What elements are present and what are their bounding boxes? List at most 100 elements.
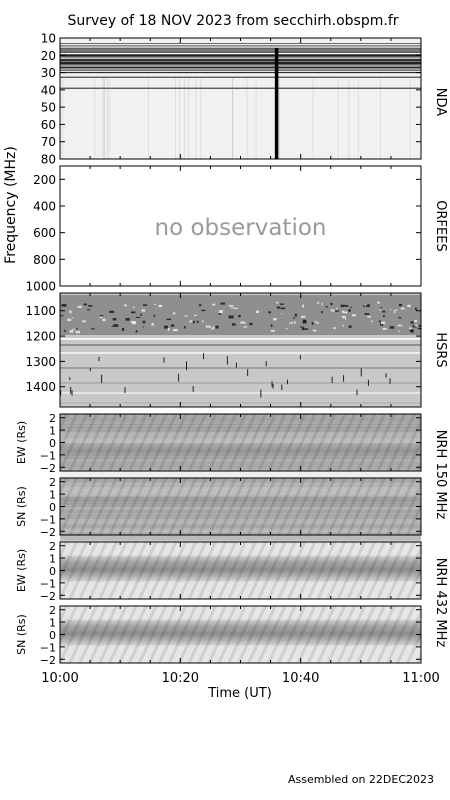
right-labels: NDA ORFEES HSRS NRH 150 MHz NRH 432 MHz	[433, 88, 448, 648]
hsrs-speckle	[414, 324, 419, 327]
hsrs-speckle	[135, 330, 138, 333]
panel-nda-0: 10 20 30 40 50 60 70 80	[41, 32, 422, 167]
hsrs-speckle	[342, 324, 344, 327]
hsrs-speckle	[378, 320, 382, 323]
hsrs-speckle	[321, 310, 323, 314]
hsrs-speckle	[268, 311, 272, 314]
hsrs-speckle	[314, 321, 318, 323]
nrh-texture	[60, 532, 421, 543]
hsrs-speckle	[164, 325, 168, 329]
hsrs-speckle	[303, 328, 309, 330]
hsrs-speckle	[415, 307, 418, 310]
right-label: ORFEES	[433, 200, 448, 251]
y-tick-label: −2	[40, 654, 56, 667]
hsrs-speckle	[109, 310, 115, 313]
hsrs-speckle	[189, 320, 193, 323]
y-tick-label: 1300	[25, 355, 56, 369]
y-tick-label: 2	[49, 604, 56, 617]
y-axis-label: Frequency (MHz)	[3, 146, 19, 264]
panel-orfees-1: no observation 200 400 600 800 1000	[25, 165, 422, 294]
hsrs-speckle	[196, 320, 199, 323]
hsrs-speckle	[380, 307, 382, 309]
hsrs-speckle	[256, 310, 259, 314]
hsrs-speckle	[285, 328, 288, 330]
panel-sn-rs--6: 210−1−2 SN (Rs)	[15, 604, 422, 667]
hsrs-speckle	[233, 307, 238, 309]
hsrs-speckle	[410, 329, 414, 333]
hsrs-speckle	[123, 304, 128, 307]
right-label: NDA	[433, 88, 448, 117]
y-tick-label: 1	[49, 489, 56, 502]
hsrs-speckle	[133, 306, 135, 309]
hsrs-speckle	[218, 310, 223, 314]
hsrs-speckle	[398, 330, 400, 333]
y-tick-label: 2	[49, 412, 56, 425]
nrh-stripes	[60, 606, 421, 663]
hsrs-speckle	[382, 310, 386, 313]
hsrs-speckle	[72, 328, 74, 331]
nrh-axis-label: SN (Rs)	[15, 614, 28, 655]
hsrs-speckle	[172, 312, 176, 315]
hsrs-speckle	[364, 313, 370, 315]
hsrs-speckle	[102, 318, 106, 322]
hsrs-speckle	[294, 313, 297, 317]
hsrs-speckle	[342, 311, 348, 314]
x-axis-ticks: 10:00 10:20 10:40 11:00	[41, 671, 439, 686]
hsrs-speckle	[380, 323, 384, 326]
hsrs-speckle	[366, 304, 370, 308]
hsrs-speckle	[113, 324, 119, 327]
hsrs-speckle	[345, 304, 349, 307]
panel-hsrs-2: 1100 1200 1300 1400	[25, 292, 423, 408]
hsrs-speckle	[249, 322, 253, 326]
y-tick-label: 70	[41, 135, 56, 149]
hsrs-speckle	[141, 309, 146, 312]
hsrs-speckle	[330, 309, 335, 312]
hsrs-speckle	[350, 306, 352, 309]
hsrs-speckle	[87, 309, 91, 311]
hsrs-speckle	[71, 317, 74, 319]
y-tick-label: −2	[40, 462, 56, 475]
hsrs-speckle	[382, 315, 385, 318]
hsrs-speckle	[398, 317, 402, 319]
hsrs-speckle	[394, 309, 398, 311]
hsrs-speckle	[228, 305, 234, 307]
chart-title: Survey of 18 NOV 2023 from secchirh.obsp…	[67, 13, 398, 29]
y-tick-label: 1100	[25, 304, 56, 318]
x-tick-label: 10:40	[282, 671, 319, 686]
hsrs-speckle	[142, 320, 146, 324]
x-axis-label: Time (UT)	[207, 686, 272, 701]
hsrs-speckle	[362, 305, 368, 307]
hsrs-speckle	[316, 322, 319, 324]
y-tick-label: −2	[40, 590, 56, 603]
nrh-stripes	[60, 542, 421, 599]
hsrs-speckle	[281, 312, 283, 315]
hsrs-speckle	[379, 309, 381, 311]
hsrs-speckle	[302, 304, 304, 308]
y-tick-label: 800	[33, 253, 56, 267]
hsrs-speckle	[170, 324, 175, 327]
hsrs-speckle	[341, 315, 346, 319]
y-tick-label: 1	[49, 425, 56, 438]
hsrs-speckle	[201, 309, 206, 312]
hsrs-speckle	[273, 318, 277, 321]
hsrs-speckle	[289, 322, 294, 324]
x-tick-label: 10:20	[162, 671, 199, 686]
y-tick-label: 20	[41, 49, 56, 63]
hsrs-speckle	[64, 329, 66, 333]
hsrs-speckle	[300, 315, 306, 318]
hsrs-speckle	[74, 329, 77, 331]
hsrs-speckle	[408, 327, 412, 330]
hsrs-speckle	[389, 326, 395, 329]
nrh-texture	[60, 532, 421, 541]
hsrs-speckle	[407, 304, 411, 308]
hsrs-speckle	[393, 310, 396, 314]
y-tick-label: 0	[49, 437, 56, 450]
y-tick-label: −2	[40, 526, 56, 539]
y-tick-label: 60	[41, 118, 56, 132]
hsrs-speckle	[172, 328, 178, 332]
right-label: HSRS	[433, 332, 448, 367]
x-tick-label: 10:00	[41, 671, 78, 686]
hsrs-speckle	[76, 327, 78, 331]
hsrs-speckle	[111, 325, 114, 327]
y-tick-label: 1200	[25, 330, 56, 344]
